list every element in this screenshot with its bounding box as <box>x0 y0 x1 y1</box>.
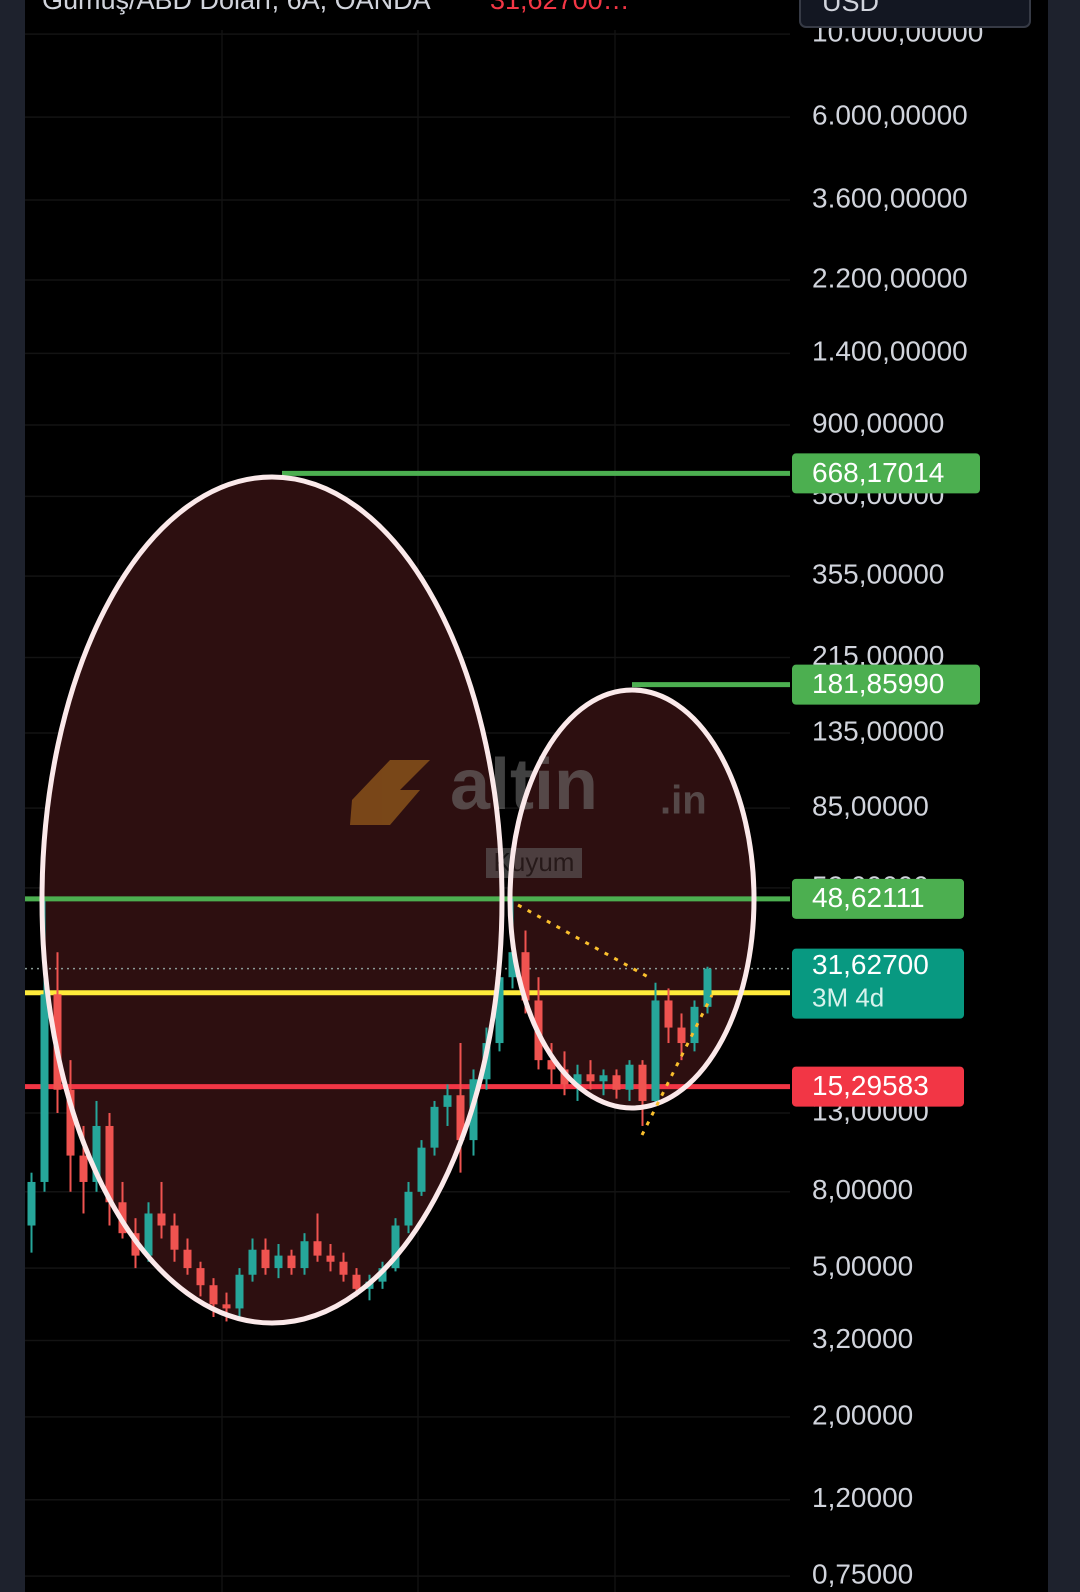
last-price-text: 31,62700… <box>490 0 630 15</box>
y-tick-label: 85,00000 <box>812 791 929 822</box>
candle-body <box>417 1147 426 1192</box>
candle-body <box>300 1241 309 1269</box>
candle-body <box>690 1006 699 1044</box>
y-tick-label: 355,00000 <box>812 558 944 589</box>
y-tick-label: 3,20000 <box>812 1323 913 1354</box>
trend-line <box>640 994 714 1136</box>
y-tick-label: 0,75000 <box>812 1558 913 1589</box>
y-tick-label: 2,00000 <box>812 1399 913 1430</box>
candle-body <box>222 1304 231 1309</box>
candle-body <box>664 1000 673 1028</box>
candle-body <box>573 1074 582 1085</box>
candle-body <box>274 1255 283 1269</box>
y-tick-label: 1.400,00000 <box>812 336 968 367</box>
candle-body <box>235 1274 244 1309</box>
candle-body <box>430 1106 439 1148</box>
countdown-label: 3M 4d <box>812 983 884 1013</box>
candle-body <box>378 1268 387 1282</box>
candle-body <box>638 1064 647 1101</box>
candle-body <box>651 1000 660 1101</box>
candle-body <box>157 1213 166 1226</box>
candle-body <box>313 1241 322 1256</box>
candle-body <box>521 952 530 1001</box>
candle-body <box>170 1225 179 1250</box>
candle-body <box>209 1285 218 1305</box>
y-tick-label: 2.200,00000 <box>812 262 968 293</box>
left-frame <box>0 0 25 1592</box>
price-labels: 668,17014181,8599048,6211127,2724715,295… <box>792 453 980 1107</box>
watermark-sub: Kuyum <box>494 847 575 877</box>
candle-body <box>677 1027 686 1044</box>
candle-body <box>144 1213 153 1256</box>
watermark-logo <box>350 760 430 825</box>
watermark-suffix: .in <box>660 779 707 823</box>
price-label-box <box>792 664 980 705</box>
candle-body <box>196 1268 205 1286</box>
candle-body <box>547 1060 556 1070</box>
y-tick-label: 1,20000 <box>812 1482 913 1513</box>
y-tick-label: 3.600,00000 <box>812 182 968 213</box>
price-label: 181,85990 <box>812 668 944 699</box>
candle-body <box>560 1069 569 1085</box>
candle-body <box>391 1225 400 1269</box>
candle-body <box>703 968 712 1007</box>
candle-body <box>352 1274 361 1289</box>
candle-body <box>339 1261 348 1275</box>
candle-body <box>404 1191 413 1226</box>
candle-body <box>40 994 49 1182</box>
candle-body <box>92 1125 101 1182</box>
price-label: 48,62111 <box>812 882 925 913</box>
ellipse-outline <box>507 687 757 1111</box>
y-tick-label: 6.000,00000 <box>812 99 968 130</box>
candle-body <box>261 1249 270 1269</box>
candle-body <box>443 1095 452 1107</box>
candle-body <box>27 1181 36 1226</box>
candle-body <box>105 1125 114 1203</box>
y-tick-label: 135,00000 <box>812 715 944 746</box>
candle-body <box>79 1155 88 1182</box>
candle-body <box>456 1095 465 1141</box>
candle-body <box>625 1064 634 1090</box>
last-price-label: 31,62700 <box>812 949 929 980</box>
last-price-box <box>792 948 964 1019</box>
ellipse-outline <box>39 474 505 1326</box>
candle-body <box>183 1249 192 1269</box>
header: Gümüş/ABD Doları, 6A, OANDA 31,62700… US… <box>42 0 1031 28</box>
candle-body <box>248 1249 257 1275</box>
chart-title: Gümüş/ABD Doları, 6A, OANDA <box>42 0 431 15</box>
candle-body <box>495 977 504 1044</box>
y-tick-label: 900,00000 <box>812 407 944 438</box>
y-tick-label: 5,00000 <box>812 1250 913 1281</box>
price-label: 15,29583 <box>812 1070 929 1101</box>
trend-line <box>517 903 651 980</box>
candle-body <box>508 952 517 978</box>
watermark-brand: altin <box>450 745 598 825</box>
levels <box>25 470 790 1090</box>
price-label-box <box>792 1066 964 1107</box>
price-label-box <box>792 878 964 919</box>
currency-label[interactable]: USD <box>822 0 879 17</box>
candle-body <box>599 1075 608 1082</box>
right-frame <box>1048 0 1080 1592</box>
candle-body <box>612 1075 621 1090</box>
currency-button[interactable] <box>799 0 1031 28</box>
candle-body <box>586 1074 595 1082</box>
candle-body <box>326 1255 335 1262</box>
price-label-box <box>792 453 980 494</box>
watermark: altin .in Kuyum <box>350 745 707 878</box>
candle-body <box>66 1089 75 1156</box>
candle-body <box>287 1255 296 1269</box>
price-label: 668,17014 <box>812 457 944 488</box>
y-tick-label: 8,00000 <box>812 1174 913 1205</box>
